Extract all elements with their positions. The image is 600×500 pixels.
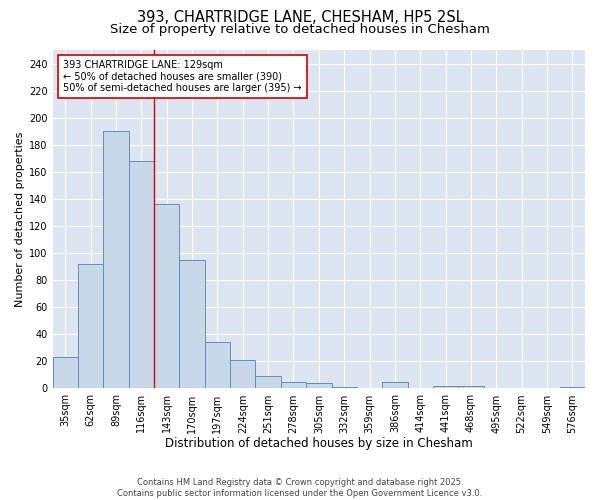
Bar: [103, 131, 129, 388]
Bar: [154, 204, 179, 388]
Bar: [332, 387, 357, 388]
Bar: [458, 386, 484, 388]
Bar: [205, 342, 230, 388]
Bar: [53, 358, 78, 388]
Bar: [560, 387, 585, 388]
X-axis label: Distribution of detached houses by size in Chesham: Distribution of detached houses by size …: [165, 437, 473, 450]
Bar: [281, 382, 306, 388]
Text: Size of property relative to detached houses in Chesham: Size of property relative to detached ho…: [110, 22, 490, 36]
Text: 393, CHARTRIDGE LANE, CHESHAM, HP5 2SL: 393, CHARTRIDGE LANE, CHESHAM, HP5 2SL: [137, 10, 463, 25]
Bar: [230, 360, 256, 388]
Bar: [306, 383, 332, 388]
Text: Contains HM Land Registry data © Crown copyright and database right 2025.
Contai: Contains HM Land Registry data © Crown c…: [118, 478, 482, 498]
Bar: [78, 264, 103, 388]
Y-axis label: Number of detached properties: Number of detached properties: [15, 132, 25, 307]
Bar: [433, 386, 458, 388]
Bar: [179, 260, 205, 388]
Text: 393 CHARTRIDGE LANE: 129sqm
← 50% of detached houses are smaller (390)
50% of se: 393 CHARTRIDGE LANE: 129sqm ← 50% of det…: [63, 60, 302, 94]
Bar: [129, 161, 154, 388]
Bar: [256, 376, 281, 388]
Bar: [382, 382, 407, 388]
